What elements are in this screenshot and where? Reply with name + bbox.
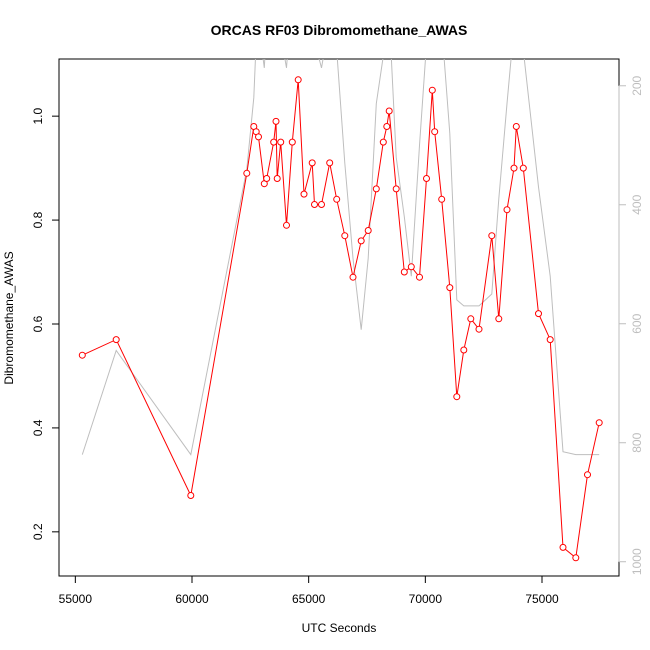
y-tick-label: 0.2 [31, 523, 45, 540]
data-point [438, 195, 446, 203]
primary-series-line [82, 79, 600, 559]
data-point [467, 315, 475, 323]
data-point [357, 237, 365, 245]
data-point [512, 123, 520, 130]
y-axis-left: 0.2 0.4 0.6 0.8 1.0 [31, 107, 60, 540]
x-axis: 55000 60000 65000 70000 75000 [59, 575, 559, 606]
data-point [423, 175, 430, 182]
x-tick-label: 65000 [292, 592, 326, 606]
x-tick-label: 70000 [409, 592, 443, 606]
y2-tick-label: 400 [630, 194, 644, 214]
data-point [546, 336, 554, 344]
data-point [288, 138, 296, 146]
y-axis-right: 200 400 600 800 1000 [618, 75, 644, 575]
y-tick-label: 1.0 [31, 107, 45, 124]
secondary-series-line [81, 59, 600, 456]
plot-frame [58, 58, 620, 577]
data-point [311, 201, 318, 208]
y2-tick-label: 600 [630, 313, 644, 333]
data-point [446, 284, 454, 292]
data-point [318, 201, 325, 208]
data-point [263, 175, 271, 182]
data-point [453, 393, 461, 401]
data-point [503, 206, 511, 214]
data-point [277, 138, 285, 146]
y2-tick-label: 200 [630, 75, 644, 95]
data-point [431, 128, 439, 136]
series-primary [78, 76, 603, 562]
data-point [559, 543, 567, 551]
data-point [475, 325, 483, 333]
data-point [187, 492, 195, 499]
data-point [392, 185, 400, 193]
y-tick-label: 0.6 [31, 315, 45, 332]
data-point [308, 159, 316, 167]
data-point [460, 346, 468, 354]
data-point [283, 221, 290, 229]
data-point [416, 273, 423, 281]
x-tick-label: 75000 [525, 592, 559, 606]
data-point [255, 133, 262, 141]
y2-tick-label: 800 [630, 432, 644, 452]
data-point [243, 169, 251, 177]
x-tick-label: 60000 [175, 592, 209, 606]
data-point [364, 227, 372, 234]
data-point [349, 273, 357, 281]
y-tick-label: 0.4 [31, 419, 45, 436]
data-point [428, 86, 436, 94]
data-point [572, 554, 580, 562]
data-point [407, 263, 415, 271]
plot-border [58, 58, 620, 577]
data-point [78, 351, 86, 359]
y2-tick-label: 1000 [630, 548, 644, 575]
data-point [495, 315, 503, 323]
data-point [270, 138, 278, 146]
series-secondary [81, 59, 600, 456]
y-tick-label: 0.8 [31, 211, 45, 228]
data-point [294, 76, 302, 84]
data-point [535, 310, 542, 318]
data-point [510, 164, 518, 172]
data-point [300, 190, 308, 198]
data-point [326, 159, 334, 167]
data-point [584, 471, 591, 479]
data-point [519, 164, 527, 172]
x-tick-label: 55000 [59, 592, 93, 606]
data-point [341, 232, 349, 240]
data-point [379, 138, 387, 146]
data-point [595, 419, 603, 427]
y-axis-label: Dibromomethane_AWAS [2, 251, 16, 384]
data-point [385, 107, 393, 115]
data-point [272, 117, 280, 125]
data-point [383, 123, 391, 130]
x-axis-label: UTC Seconds [302, 621, 377, 635]
data-point [273, 175, 281, 182]
data-point [372, 185, 380, 193]
data-point [400, 268, 408, 276]
chart-title: ORCAS RF03 Dibromomethane_AWAS [211, 22, 468, 38]
data-point [333, 195, 341, 203]
data-point [488, 232, 496, 240]
data-point [112, 336, 120, 344]
